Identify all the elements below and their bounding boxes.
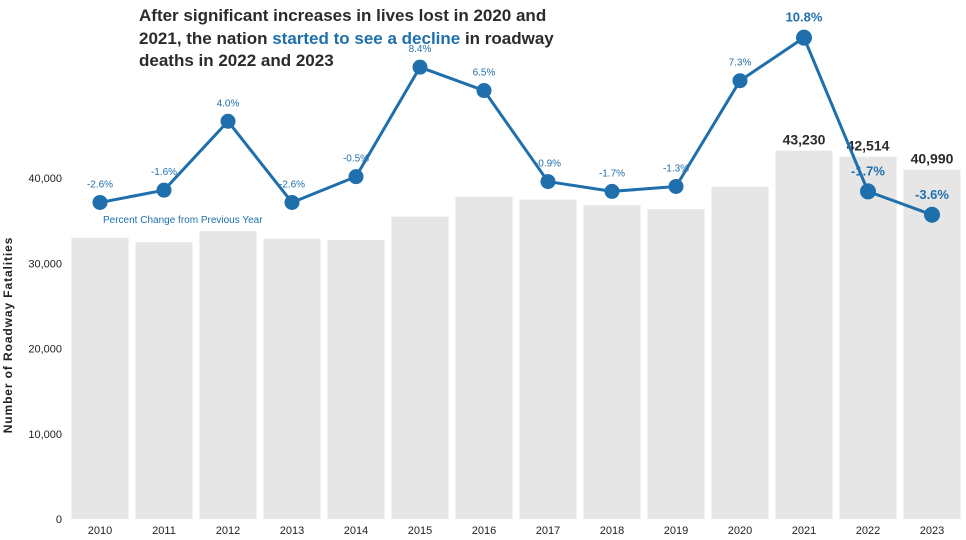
percent-label: 8.4% [409, 44, 432, 55]
title-part-2: in roadway deaths in 2022 and 2023 [139, 28, 554, 71]
bar-2018 [583, 205, 641, 519]
title-highlight: started to see a decline [272, 28, 461, 48]
line-point-2016 [476, 83, 492, 99]
y-tick-label: 20,000 [28, 344, 62, 356]
y-tick-label: 0 [56, 514, 62, 526]
bar-2019 [647, 209, 705, 519]
chart-title: After significant increases in lives los… [139, 5, 559, 73]
y-tick-label: 10,000 [28, 429, 62, 441]
percent-label: 10.8% [786, 10, 823, 25]
percent-label: -1.3% [663, 163, 689, 174]
x-tick-label: 2019 [664, 525, 688, 537]
bar-value-label: 40,990 [911, 151, 954, 167]
line-point-2011 [156, 182, 172, 198]
line-point-2020 [732, 73, 748, 89]
bar-2021 [775, 150, 833, 519]
x-tick-label: 2013 [280, 525, 304, 537]
percent-label: 7.3% [729, 58, 752, 69]
percent-label: -2.6% [87, 179, 113, 190]
line-series-annotation: Percent Change from Previous Year [103, 215, 263, 226]
bar-2014 [327, 239, 385, 519]
percent-label: -0.5% [343, 154, 369, 165]
x-tick-label: 2022 [856, 525, 880, 537]
bar-2011 [135, 242, 193, 520]
x-tick-label: 2015 [408, 525, 432, 537]
line-point-2022 [860, 183, 876, 200]
x-tick-label: 2011 [152, 525, 176, 537]
line-point-2023 [924, 206, 940, 223]
line-point-2017 [540, 174, 556, 190]
y-axis-label: Number of Roadway Fatalities [1, 236, 15, 434]
line-point-2013 [284, 194, 300, 210]
bar-2023 [903, 169, 961, 519]
percent-label: -1.7% [851, 163, 885, 178]
bar-2022 [839, 156, 897, 519]
line-point-2014 [348, 169, 364, 185]
x-tick-label: 2012 [216, 525, 240, 537]
x-tick-label: 2016 [472, 525, 496, 537]
bar-2012 [199, 231, 257, 520]
line-point-2012 [220, 113, 236, 129]
y-tick-label: 30,000 [28, 258, 62, 270]
percent-label: -1.6% [151, 167, 177, 178]
percent-label: 4.0% [217, 98, 240, 109]
line-point-2015 [412, 59, 428, 75]
percent-label: -3.6% [915, 187, 949, 202]
bar-2010 [71, 237, 129, 519]
bar-2020 [711, 186, 769, 519]
percent-label: -1.7% [599, 168, 625, 179]
x-tick-label: 2021 [792, 525, 816, 537]
line-point-2019 [668, 178, 684, 194]
line-point-2021 [796, 29, 812, 46]
bar-value-label: 42,514 [847, 138, 890, 154]
bar-value-label: 43,230 [783, 132, 826, 148]
x-tick-label: 2017 [536, 525, 560, 537]
x-tick-label: 2020 [728, 525, 752, 537]
percent-label: 6.5% [473, 68, 496, 79]
percent-change-line [99, 36, 933, 217]
percent-label: -2.6% [279, 179, 305, 190]
line-point-2018 [604, 183, 620, 199]
percent-label: -0.9% [535, 159, 561, 170]
bar-2017 [519, 199, 577, 520]
bar-2013 [263, 238, 321, 519]
bar-2015 [391, 216, 449, 519]
bar-2016 [455, 196, 513, 519]
title-part-1: After significant increases in lives los… [139, 6, 547, 48]
line-point-2010 [92, 194, 108, 210]
x-tick-label: 2014 [344, 525, 368, 537]
y-tick-label: 40,000 [28, 173, 62, 185]
x-tick-label: 2023 [920, 525, 944, 537]
x-tick-label: 2010 [88, 525, 112, 537]
x-tick-label: 2018 [600, 525, 624, 537]
